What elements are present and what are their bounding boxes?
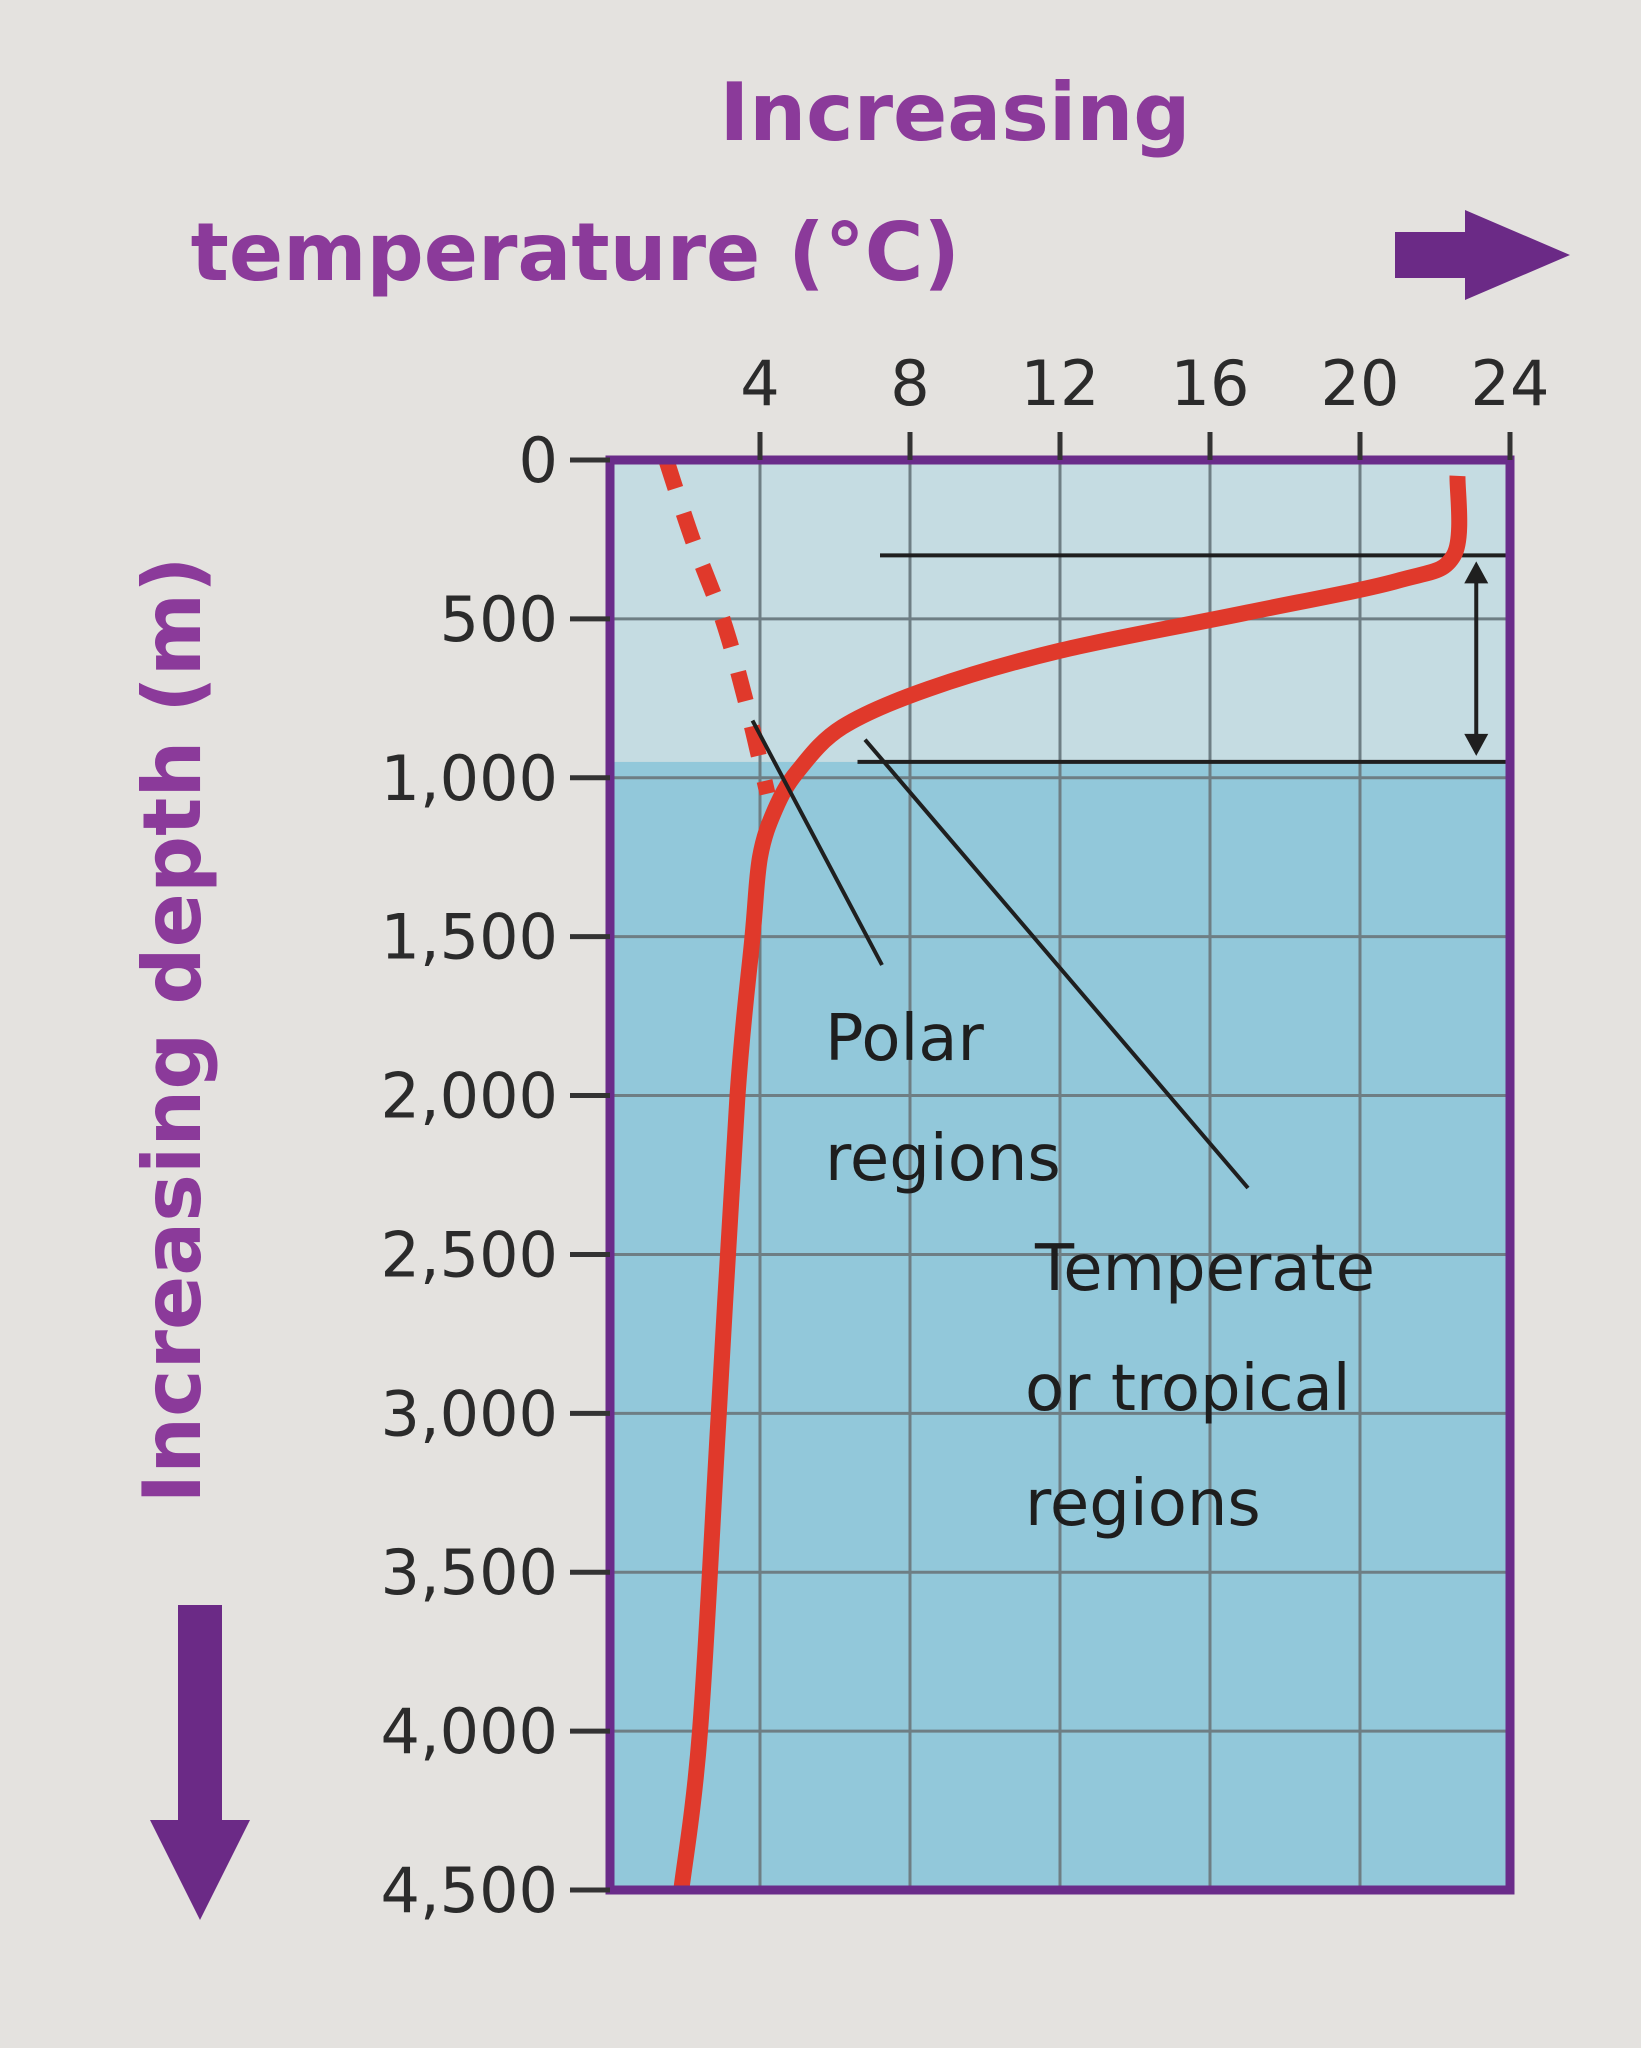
annotation-temperate-line-2: or tropical (1025, 1352, 1351, 1426)
y-axis-ticks: 0 500 1,000 1,500 2,000 2,500 3,000 3,500 4,000 4… (381, 424, 610, 1927)
y-tick-label: 3,500 (381, 1536, 559, 1609)
y-tick-label: 4,500 (381, 1854, 559, 1927)
annotation-temperate-line-3: regions (1025, 1467, 1261, 1541)
x-tick-label: 4 (740, 347, 779, 420)
x-tick-label: 24 (1471, 347, 1550, 420)
y-axis-title: Increasing depth (m) (126, 556, 219, 1503)
y-tick-label: 4,000 (381, 1695, 559, 1768)
y-tick-label: 1,500 (381, 901, 559, 974)
y-tick-label: 2,000 (381, 1060, 559, 1133)
x-axis-title-line-2: temperature (°C) (191, 206, 960, 299)
x-axis-title-line-1: Increasing (719, 66, 1190, 159)
annotation-temperate-line-1: Temperate (1034, 1232, 1375, 1306)
series-line-temperate (673, 475, 1468, 1891)
x-axis-ticks: 4 8 12 16 20 24 (740, 347, 1549, 460)
x-axis-arrow-icon (1395, 210, 1570, 300)
thermocline-markers (857, 553, 1510, 764)
y-tick-label: 1,000 (381, 742, 559, 815)
y-tick-label: 2,500 (381, 1218, 559, 1291)
y-tick-label: 0 (519, 424, 558, 497)
x-tick-label: 16 (1171, 347, 1250, 420)
y-tick-label: 500 (440, 583, 558, 656)
x-tick-label: 20 (1321, 347, 1400, 420)
gridlines (610, 460, 1510, 1890)
thermocline-arrow-down-icon (1464, 733, 1489, 756)
leader-line-temperate (863, 738, 1250, 1190)
annotation-polar-line-2: regions (825, 1122, 1061, 1196)
x-tick-label: 8 (890, 347, 929, 420)
annotation-leaders (750, 719, 1250, 1190)
annotation-polar-line-1: Polar (825, 1002, 984, 1076)
thermocline-arrow-up-icon (1464, 561, 1489, 584)
series-line-polar (658, 457, 776, 796)
x-tick-label: 12 (1021, 347, 1100, 420)
y-axis-arrow-icon (150, 1605, 250, 1920)
y-tick-label: 3,000 (381, 1377, 559, 1450)
leader-line-polar (750, 719, 884, 966)
series-layer (658, 457, 1468, 1891)
